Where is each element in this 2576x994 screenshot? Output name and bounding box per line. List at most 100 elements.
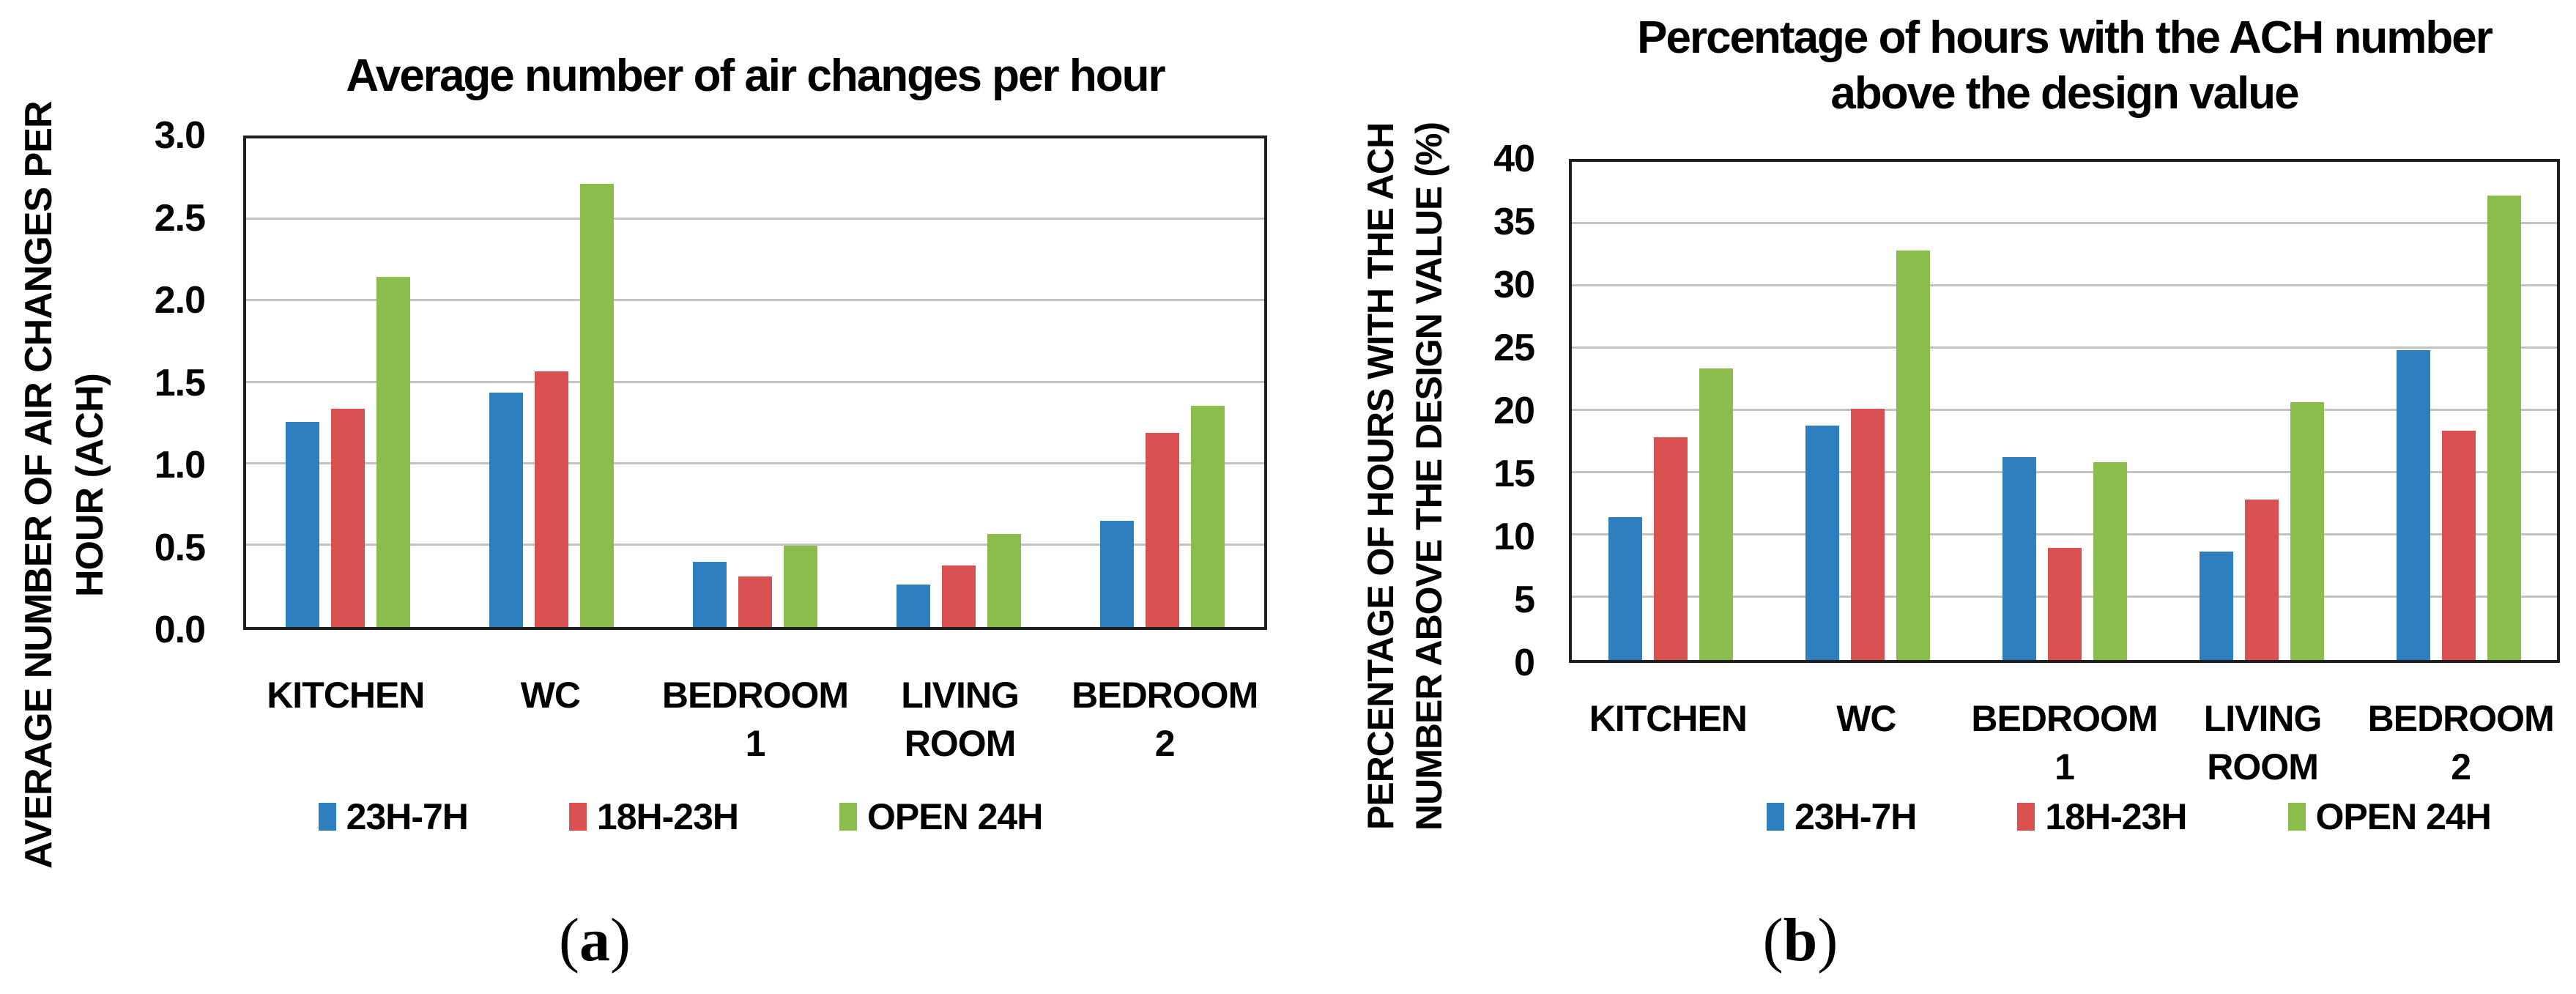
legend-swatch <box>839 803 858 831</box>
legend-swatch <box>2017 803 2035 831</box>
gridline <box>1572 409 2557 411</box>
legend-item: 23H-7H <box>318 795 469 838</box>
x-category-label: WC <box>448 671 653 768</box>
bar <box>2487 195 2521 660</box>
x-category-label: LIVING ROOM <box>858 671 1063 768</box>
y-tick-label: 1.5 <box>154 361 206 404</box>
x-category-label: KITCHEN <box>1569 694 1767 791</box>
bar <box>1100 521 1134 627</box>
legend-item: 23H-7H <box>1767 795 1917 838</box>
chart-title: Percentage of hours with the ACH number a… <box>1569 10 2560 122</box>
bar <box>1805 426 1839 660</box>
legend-item: 18H-23H <box>2017 795 2188 838</box>
gridline <box>1572 533 2557 535</box>
x-category-line: KITCHEN <box>1589 698 1748 739</box>
legend-item: 18H-23H <box>568 795 739 838</box>
bar <box>2047 548 2082 660</box>
x-category-line: 1 <box>2055 746 2075 787</box>
legend-swatch <box>2287 803 2306 831</box>
caption-a-letter: a <box>579 906 610 974</box>
bar <box>942 565 976 627</box>
bar <box>1146 433 1179 627</box>
gridline <box>246 543 1264 546</box>
legend: 23H-7H 18H-23H OPEN 24H <box>1633 795 2576 838</box>
bar <box>897 585 930 627</box>
x-category-label: KITCHEN <box>243 671 448 768</box>
bar <box>693 562 727 627</box>
caption-a-open: ( <box>559 906 579 974</box>
x-category-line: BEDROOM <box>2367 698 2555 739</box>
caption-a: (a) <box>521 907 668 974</box>
x-category-label: WC <box>1767 694 1966 791</box>
gridline <box>246 380 1264 383</box>
gridline <box>1572 346 2557 349</box>
legend-label: OPEN 24H <box>2315 796 2492 837</box>
chart-title-line: Percentage of hours with the ACH number <box>1637 12 2493 63</box>
legend-label: 18H-23H <box>596 796 739 837</box>
y-axis-title-line: AVERAGE NUMBER OF AIR CHANGES PER <box>18 101 60 869</box>
x-category-line: ROOM <box>2207 746 2319 787</box>
x-category-line: BEDROOM <box>1072 675 1258 716</box>
legend-item: OPEN 24H <box>839 795 1043 838</box>
bar <box>2396 349 2430 660</box>
bar-group <box>1572 162 1769 660</box>
gridline <box>1572 222 2557 224</box>
y-tick-label: 3.0 <box>154 114 206 157</box>
bar <box>2441 431 2476 660</box>
gridline <box>246 218 1264 220</box>
bar-group <box>2163 162 2360 660</box>
legend-label: 18H-23H <box>2045 796 2187 837</box>
bar <box>580 184 614 627</box>
y-tick-label: 10 <box>1493 516 1535 558</box>
legend-label: 23H-7H <box>1794 796 1917 837</box>
bar-group <box>1769 162 1966 660</box>
x-category-label: BEDROOM 2 <box>2361 694 2560 791</box>
bar <box>286 421 319 627</box>
caption-b: (b) <box>1727 907 1874 974</box>
bar <box>2093 461 2127 660</box>
bar <box>2290 402 2324 660</box>
y-axis-title: PERCENTAGE OF HOURS WITH THE ACH NUMBER A… <box>1356 57 1453 896</box>
y-tick-label: 30 <box>1493 264 1535 306</box>
y-tick-labels: 0.0 0.5 1.0 1.5 2.0 2.5 3.0 <box>95 115 206 650</box>
y-tick-label: 0 <box>1514 642 1535 684</box>
chart-title-line: Average number of air changes per hour <box>346 51 1165 101</box>
x-category-line: WC <box>520 675 581 716</box>
y-tick-label: 5 <box>1514 579 1535 621</box>
bar <box>1608 516 1642 660</box>
x-category-label: BEDROOM 1 <box>1965 694 2164 791</box>
plot-area <box>243 136 1267 630</box>
y-tick-label: 2.0 <box>154 279 206 322</box>
legend-swatch <box>1767 803 1785 831</box>
bar <box>2199 552 2233 660</box>
bar <box>331 409 365 627</box>
bar <box>738 576 772 627</box>
y-tick-label: 40 <box>1493 138 1535 180</box>
x-category-line: BEDROOM <box>661 675 849 716</box>
y-axis-title-line: PERCENTAGE OF HOURS WITH THE ACH <box>1360 122 1401 831</box>
legend-label: OPEN 24H <box>867 796 1043 837</box>
bar <box>2002 456 2036 660</box>
y-tick-label: 25 <box>1493 327 1535 369</box>
bar-groups <box>1572 162 2557 660</box>
bar <box>535 371 568 627</box>
x-category-labels: KITCHEN WC BEDROOM 1 LIVING ROOM BEDROOM 2 <box>243 671 1267 768</box>
y-tick-label: 0.0 <box>154 609 206 651</box>
bar <box>1896 250 1930 660</box>
gridline <box>1572 471 2557 473</box>
bar-group <box>246 138 450 627</box>
y-tick-labels: 0 5 10 15 20 25 30 35 40 <box>1443 138 1535 683</box>
bar-group <box>1061 138 1264 627</box>
legend-swatch <box>318 803 336 831</box>
x-category-line: 2 <box>1154 723 1176 764</box>
bar-groups <box>246 138 1264 627</box>
x-category-line: LIVING <box>901 675 1020 716</box>
bar <box>987 534 1021 627</box>
y-tick-label: 2.5 <box>154 196 206 240</box>
x-category-line: 2 <box>2451 746 2471 787</box>
legend-item: OPEN 24H <box>2287 795 2492 838</box>
y-tick-label: 15 <box>1493 453 1535 495</box>
y-tick-label: 1.0 <box>154 444 206 487</box>
x-category-line: BEDROOM <box>1971 698 2158 739</box>
